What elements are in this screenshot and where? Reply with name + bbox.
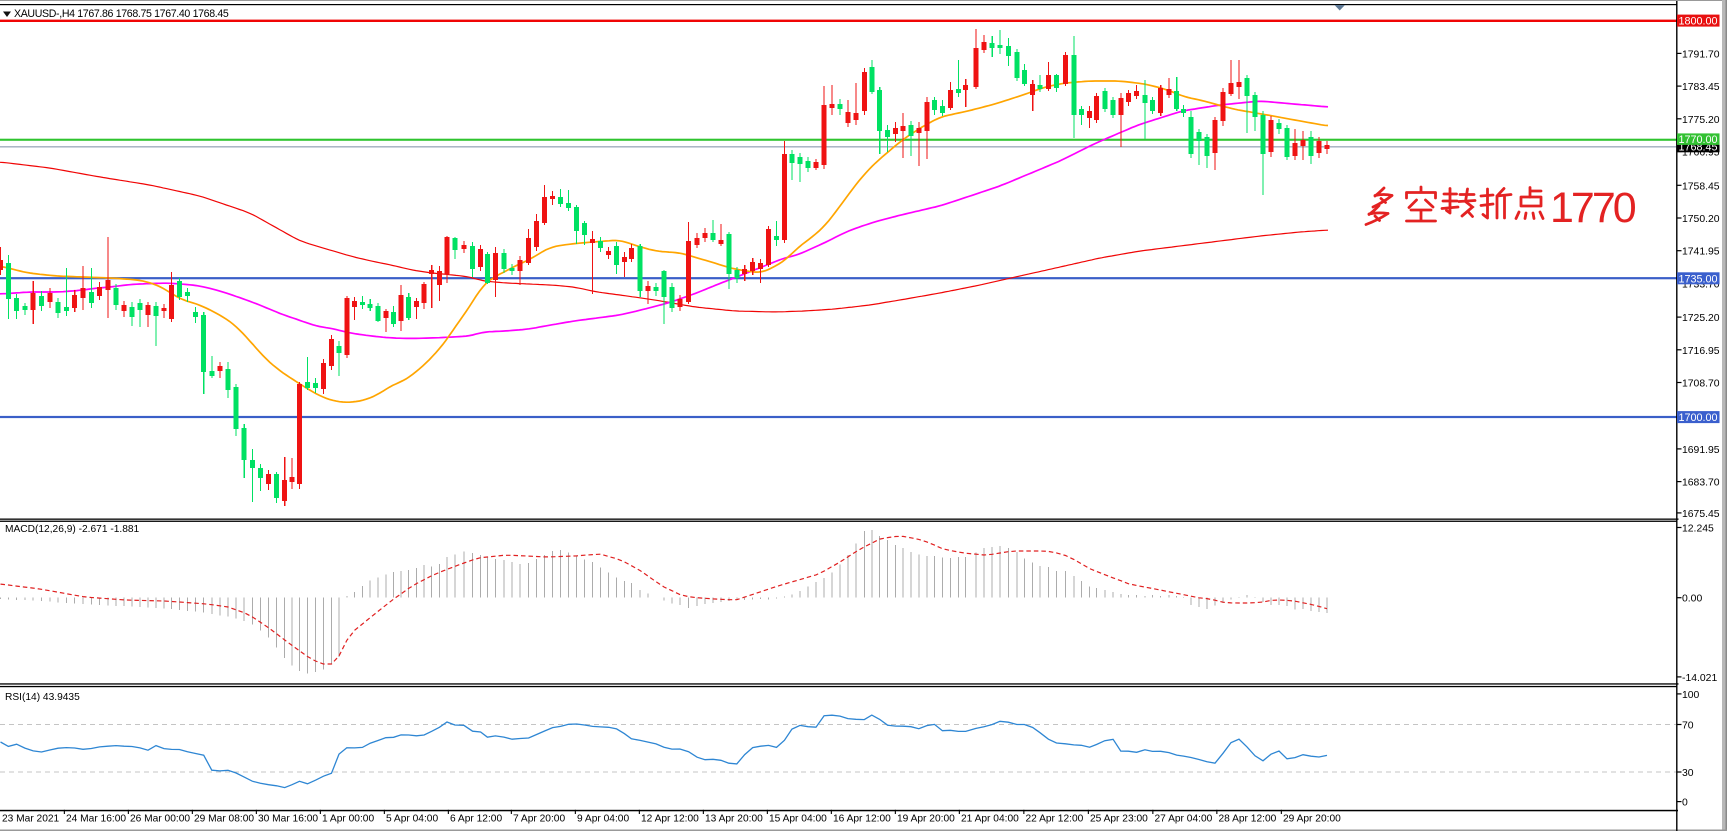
svg-text:25 Apr 23:00: 25 Apr 23:00 (1090, 814, 1148, 825)
svg-text:22 Apr 12:00: 22 Apr 12:00 (1026, 814, 1084, 825)
svg-text:1758.45: 1758.45 (1682, 181, 1720, 192)
svg-text:1708.70: 1708.70 (1682, 379, 1720, 390)
svg-text:1733.70: 1733.70 (1682, 279, 1720, 290)
svg-text:30 Mar 16:00: 30 Mar 16:00 (258, 814, 318, 825)
svg-text:RSI(14) 43.9435: RSI(14) 43.9435 (5, 692, 80, 703)
svg-text:21 Apr 04:00: 21 Apr 04:00 (961, 814, 1019, 825)
svg-text:29 Apr 20:00: 29 Apr 20:00 (1283, 814, 1341, 825)
svg-text:1683.70: 1683.70 (1682, 478, 1720, 489)
svg-text:1675.45: 1675.45 (1682, 509, 1720, 520)
svg-text:0.00: 0.00 (1682, 594, 1702, 605)
svg-text:12.245: 12.245 (1682, 524, 1714, 535)
svg-text:1775.20: 1775.20 (1682, 115, 1720, 126)
svg-text:1725.20: 1725.20 (1682, 313, 1720, 324)
svg-text:XAUUSD-,H4 1767.86 1768.75 17: XAUUSD-,H4 1767.86 1768.75 1767.40 1768.… (14, 8, 229, 20)
svg-text:5 Apr 04:00: 5 Apr 04:00 (386, 814, 438, 825)
svg-text:6 Apr 12:00: 6 Apr 12:00 (450, 814, 502, 825)
svg-text:1691.95: 1691.95 (1682, 445, 1720, 456)
svg-text:7 Apr 20:00: 7 Apr 20:00 (513, 814, 565, 825)
svg-text:1750.20: 1750.20 (1682, 214, 1720, 225)
svg-text:23 Mar 2021: 23 Mar 2021 (2, 814, 60, 825)
svg-text:30: 30 (1682, 768, 1694, 779)
svg-text:29 Mar 08:00: 29 Mar 08:00 (194, 814, 254, 825)
svg-text:15 Apr 04:00: 15 Apr 04:00 (769, 814, 827, 825)
svg-text:1735.00: 1735.00 (1678, 273, 1717, 285)
svg-text:12 Apr 12:00: 12 Apr 12:00 (641, 814, 699, 825)
svg-text:19 Apr 20:00: 19 Apr 20:00 (897, 814, 955, 825)
svg-text:28 Apr 12:00: 28 Apr 12:00 (1219, 814, 1277, 825)
svg-text:1791.70: 1791.70 (1682, 49, 1720, 60)
svg-text:MACD(12,26,9) -2.671 -1.881: MACD(12,26,9) -2.671 -1.881 (5, 524, 140, 535)
svg-text:1770.00: 1770.00 (1678, 134, 1717, 146)
svg-text:100: 100 (1682, 690, 1700, 701)
svg-text:70: 70 (1682, 721, 1694, 732)
svg-text:26 Mar 00:00: 26 Mar 00:00 (130, 814, 190, 825)
svg-text:27 Apr 04:00: 27 Apr 04:00 (1155, 814, 1213, 825)
svg-text:1800.00: 1800.00 (1678, 16, 1717, 28)
svg-text:1700.00: 1700.00 (1678, 412, 1717, 424)
svg-text:13 Apr 20:00: 13 Apr 20:00 (705, 814, 763, 825)
svg-text:0: 0 (1682, 798, 1688, 809)
svg-text:1766.95: 1766.95 (1682, 148, 1720, 159)
svg-text:1716.95: 1716.95 (1682, 346, 1720, 357)
svg-text:-14.021: -14.021 (1682, 673, 1717, 684)
svg-text:1770: 1770 (1550, 184, 1636, 232)
svg-text:24 Mar 16:00: 24 Mar 16:00 (66, 814, 126, 825)
svg-text:1783.45: 1783.45 (1682, 82, 1720, 93)
svg-text:9 Apr 04:00: 9 Apr 04:00 (577, 814, 629, 825)
svg-text:1 Apr 00:00: 1 Apr 00:00 (322, 814, 374, 825)
svg-text:1741.95: 1741.95 (1682, 247, 1720, 258)
svg-text:16 Apr 12:00: 16 Apr 12:00 (833, 814, 891, 825)
